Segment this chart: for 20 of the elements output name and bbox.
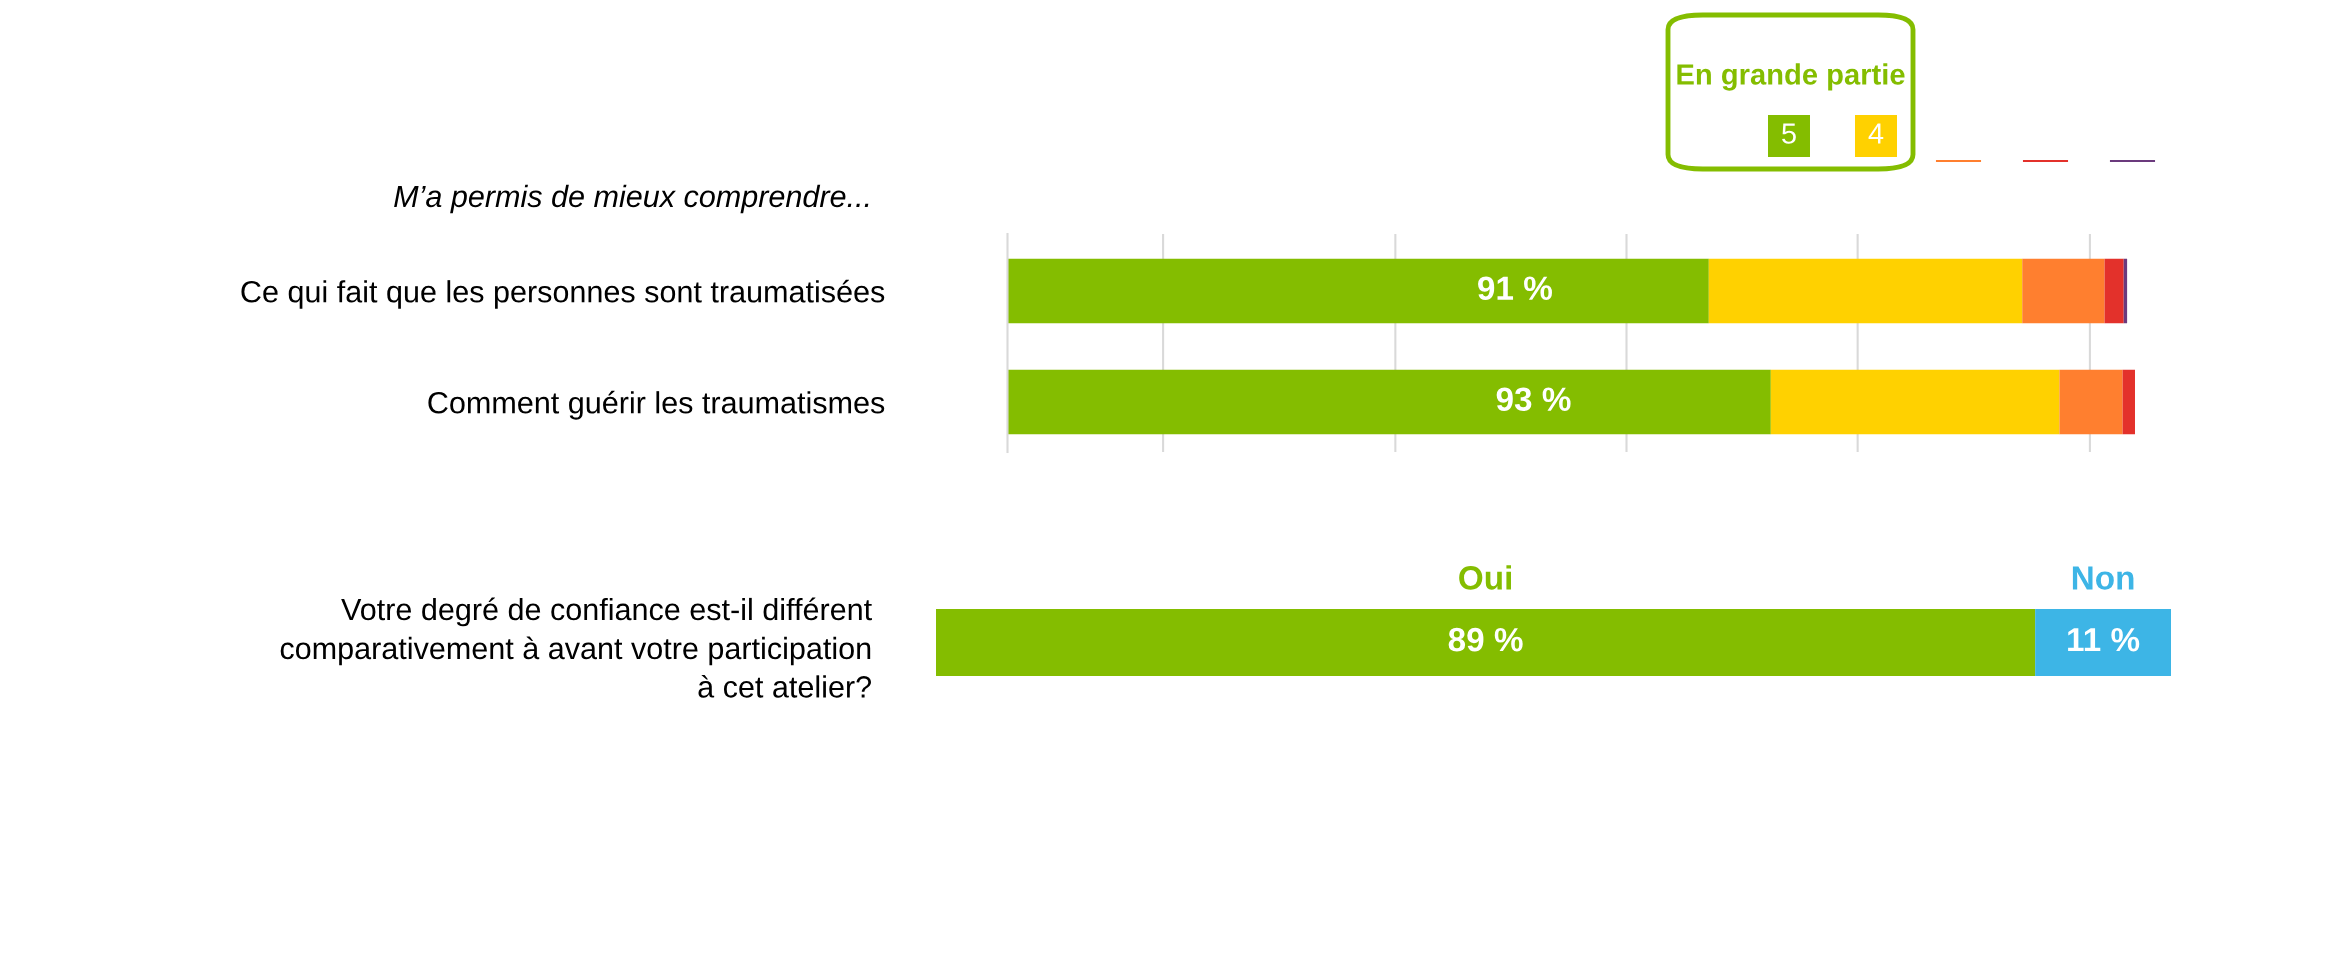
- data-label: 89 %: [1448, 627, 1523, 652]
- text: 5: [1782, 123, 1796, 144]
- annotation: 91 %: [1478, 276, 1552, 300]
- series-label: Non: [2072, 566, 2134, 590]
- annotation: 93 %: [1496, 387, 1571, 412]
- text: 4: [1868, 123, 1884, 144]
- data-label: 11 %: [2068, 627, 2140, 652]
- legend-title: En grande partie: [1677, 63, 1905, 91]
- bar: [2022, 258, 2105, 324]
- bar: [2059, 369, 2123, 435]
- bar: [1007, 258, 1709, 324]
- bar: [2104, 258, 2124, 324]
- y-tick-label: Ce qui fait que les personnes sont traumatisées: [241, 279, 885, 309]
- bar: [1708, 258, 2023, 324]
- y-tick-label: Votre degré de confiance est-il différent comparativement à avant votre participation à cet atelier?: [280, 597, 872, 698]
- text: M’a permis de mieux comprendre...: [394, 184, 869, 214]
- bar: [1770, 369, 2060, 435]
- bar: [1007, 369, 1771, 435]
- series-label: Oui: [1459, 565, 1511, 590]
- y-tick-label: Comment guérir les traumatismes: [428, 390, 885, 420]
